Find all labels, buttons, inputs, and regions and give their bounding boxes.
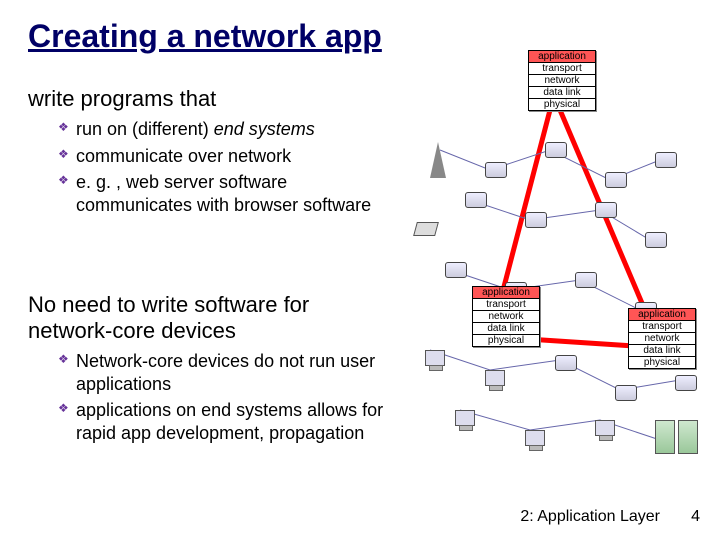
pc-icon [425,350,445,366]
bullet-item: communicate over network [58,145,388,168]
layer-row-physical: physical [529,99,595,110]
bullet-item: applications on end systems allows for r… [58,399,388,444]
node-icon [445,262,467,278]
layer-row-transport: transport [529,63,595,75]
network-link [460,410,660,440]
protocol-stack-box: applicationtransportnetworkdata linkphys… [472,286,540,347]
bullet-item: Network-core devices do not run user app… [58,350,388,395]
layer-row-network: network [473,311,539,323]
pc-icon [485,370,505,386]
laptop-icon [413,222,439,236]
node-icon [465,192,487,208]
layer-row-network: network [529,75,595,87]
node-icon [545,142,567,158]
node-icon [605,172,627,188]
layer-row-data-link: data link [629,345,695,357]
network-diagram: applicationtransportnetworkdata linkphys… [400,50,710,490]
node-icon [525,212,547,228]
app-communication-beam [500,110,550,302]
layer-row-physical: physical [629,357,695,368]
server-icon [678,420,698,454]
layer-row-network: network [629,333,695,345]
protocol-stack-box: applicationtransportnetworkdata linkphys… [528,50,596,111]
slide-title: Creating a network app [28,18,382,55]
layer-row-application: application [629,309,695,321]
node-icon [595,202,617,218]
layer-row-data-link: data link [473,323,539,335]
slide: Creating a network app write programs th… [0,0,720,540]
section-2-bullets: Network-core devices do not run user app… [28,350,388,444]
node-icon [655,152,677,168]
layer-row-application: application [473,287,539,299]
server-icon [655,420,675,454]
pc-icon [455,410,475,426]
section-1: write programs that run on (different) e… [28,86,388,220]
layer-row-transport: transport [473,299,539,311]
section-2-heading: No need to write software for network-co… [28,292,388,344]
protocol-stack-box: applicationtransportnetworkdata linkphys… [628,308,696,369]
layer-row-transport: transport [629,321,695,333]
pc-icon [525,430,545,446]
pc-icon [595,420,615,436]
footer-chapter: 2: Application Layer [520,508,660,526]
layer-row-physical: physical [473,335,539,346]
bullet-item: e. g. , web server software communicates… [58,171,388,216]
node-icon [555,355,577,371]
section-2: No need to write software for network-co… [28,292,388,448]
node-icon [675,375,697,391]
section-1-heading: write programs that [28,86,388,112]
node-icon [615,385,637,401]
network-link [470,200,650,240]
footer-page-number: 4 [691,508,700,526]
node-icon [575,272,597,288]
layer-row-application: application [529,51,595,63]
section-1-bullets: run on (different) end systems communicat… [28,118,388,216]
bullet-item: run on (different) end systems [58,118,388,141]
layer-row-data-link: data link [529,87,595,99]
node-icon [645,232,667,248]
tower-icon [430,142,446,178]
node-icon [485,162,507,178]
